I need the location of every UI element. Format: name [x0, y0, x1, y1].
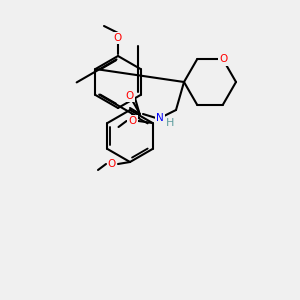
Text: O: O: [108, 159, 116, 169]
Text: O: O: [114, 33, 122, 43]
Text: N: N: [156, 113, 164, 123]
Text: O: O: [128, 116, 136, 126]
Text: O: O: [219, 55, 227, 64]
Text: O: O: [126, 91, 134, 101]
Text: H: H: [166, 118, 174, 128]
